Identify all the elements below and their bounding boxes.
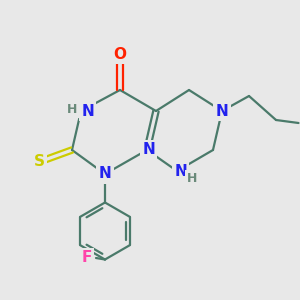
Text: O: O bbox=[113, 46, 127, 62]
Text: N: N bbox=[99, 167, 111, 182]
Text: N: N bbox=[142, 142, 155, 158]
Text: N: N bbox=[216, 103, 228, 118]
Text: S: S bbox=[34, 154, 44, 169]
Text: N: N bbox=[174, 164, 187, 178]
Text: N: N bbox=[81, 103, 94, 118]
Text: H: H bbox=[67, 103, 77, 116]
Text: H: H bbox=[187, 172, 197, 185]
Text: F: F bbox=[82, 250, 92, 266]
